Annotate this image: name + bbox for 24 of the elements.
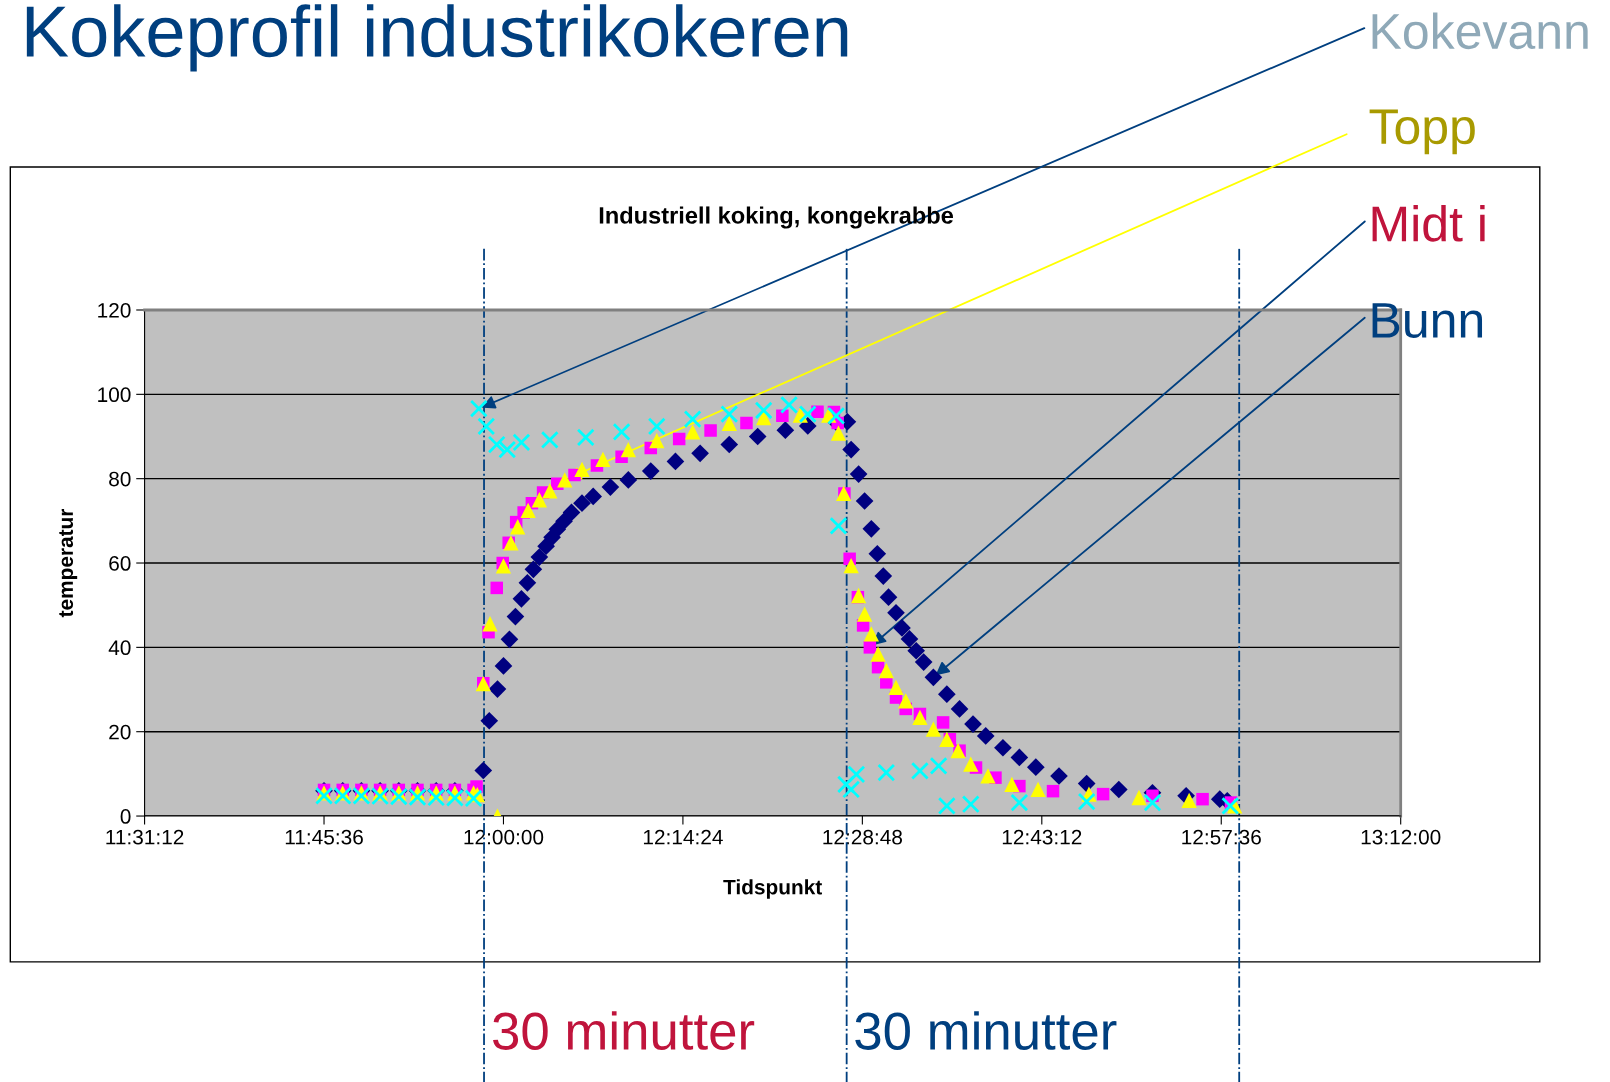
x-tick-label: 12:00:00: [464, 829, 544, 845]
text: Kokevann: [1372, 12, 1588, 50]
text: Bunn: [1372, 303, 1483, 339]
y-tick-label: 0: [120, 809, 131, 824]
y-tick-label: 100: [98, 387, 131, 403]
chart-title: Kokeprofil industrikokeren: [26, 4, 848, 72]
x-axis-title: Tidspunkt: [723, 879, 822, 899]
y-tick-label: 40: [108, 640, 131, 656]
x-tick-label: 12:28:48: [823, 829, 903, 845]
y-tick-label: 80: [109, 471, 131, 487]
y-axis-title: temperatur: [59, 508, 78, 618]
text: Topp: [1369, 109, 1475, 155]
text: 30 minutter: [855, 1011, 1117, 1050]
y-tick-label: 20: [109, 724, 131, 740]
text: 30 minutter: [493, 1011, 755, 1050]
x-tick-label: 12:14:24: [643, 829, 723, 845]
y-tick-label: 120: [98, 302, 131, 318]
x-tick-label: 11:45:36: [285, 829, 363, 845]
y-tick-label: 60: [109, 556, 131, 571]
x-tick-label: 11:31:12: [106, 829, 184, 845]
text: Midt i: [1372, 205, 1485, 242]
x-tick-label: 13:12:00: [1361, 829, 1441, 845]
x-tick-label: 12:43:12: [1002, 829, 1082, 845]
x-tick-label: 12:57:36: [1182, 829, 1261, 845]
